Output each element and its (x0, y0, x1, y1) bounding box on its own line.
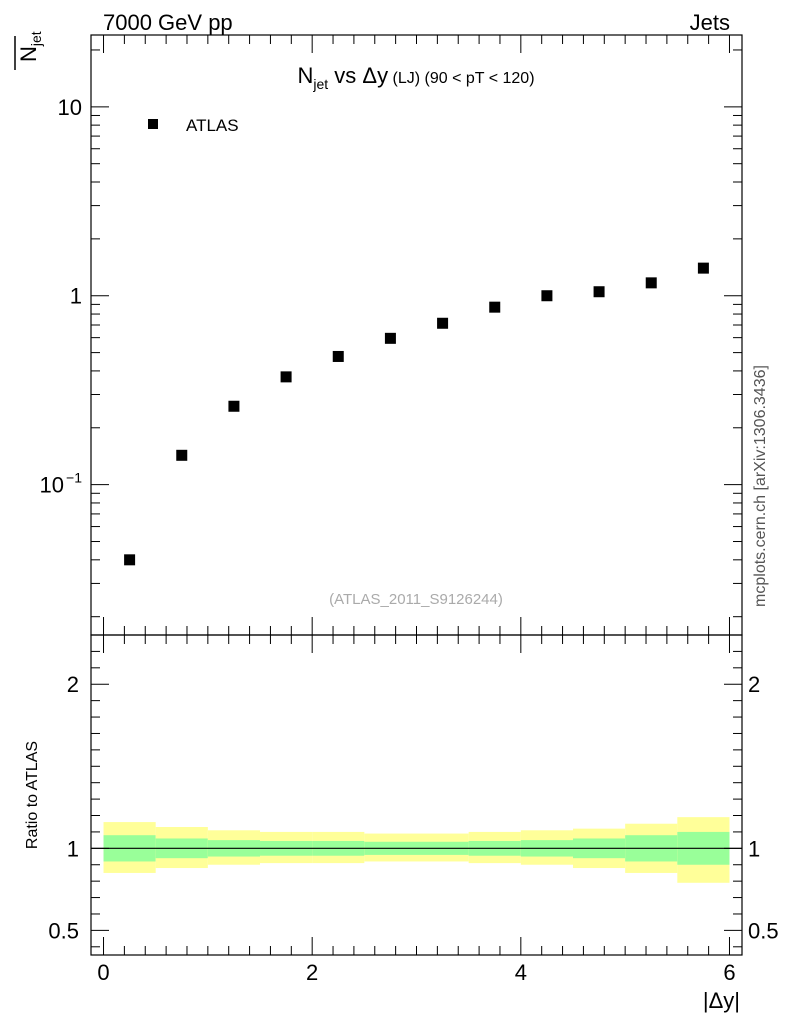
bottom-y-tick-label: 1 (67, 836, 79, 861)
bottom-panel-ticks: 0.5 0.5 1 1 2 2 0 2 4 6 (48, 635, 779, 985)
header-left: 7000 GeV pp (103, 10, 233, 35)
data-point (280, 371, 292, 383)
data-point (384, 332, 396, 344)
data-point (437, 317, 449, 329)
plot-title-cut: (90 < pT < 120) (420, 70, 534, 87)
top-ylabel: Njet (16, 31, 44, 62)
top-ylabel-main: N (16, 46, 41, 62)
top-ylabel-sub: jet (28, 31, 44, 47)
legend-label-atlas: ATLAS (186, 116, 239, 135)
plot-title-sub: jet (312, 76, 328, 92)
top-y-tick-label: 10 (58, 95, 82, 120)
bottom-y-tick-label-right: 0.5 (748, 918, 779, 943)
svg-text:Njet: Njet (16, 31, 44, 62)
data-point (541, 290, 553, 302)
data-point (228, 400, 240, 412)
analysis-watermark: (ATLAS_2011_S9126244) (329, 591, 503, 608)
ratio-bands (91, 817, 742, 883)
header-right: Jets (690, 10, 730, 35)
atlas-data-points (124, 262, 709, 566)
plot-title-main: N (297, 63, 313, 88)
bottom-y-tick-label: 2 (67, 672, 79, 697)
x-axis-label: |Δy| (703, 988, 740, 1013)
bottom-y-tick-label-right: 1 (748, 836, 760, 861)
side-label: mcplots.cern.ch [arXiv:1306.3436] (752, 365, 769, 607)
data-point (124, 554, 136, 566)
plot-title-vs: vs (328, 63, 362, 88)
x-tick-label: 6 (723, 960, 735, 985)
top-y-tick-label: 1 (70, 284, 82, 309)
bottom-y-tick-label-right: 2 (748, 672, 760, 697)
x-tick-label: 2 (306, 960, 318, 985)
legend-marker-atlas (148, 119, 158, 129)
top-y-tick-label: 10 (40, 473, 64, 498)
data-point (697, 262, 709, 274)
data-point (332, 350, 344, 362)
plot-title: Njet vs Δy (LJ) (90 < pT < 120) (297, 63, 534, 92)
bottom-ylabel: Ratio to ATLAS (24, 741, 41, 849)
bottom-y-tick-label: 0.5 (48, 918, 79, 943)
plot-title-tag: (LJ) (388, 70, 420, 87)
x-tick-label: 0 (97, 960, 109, 985)
top-y-tick-label-exponent: −1 (66, 470, 82, 486)
data-point (593, 286, 605, 298)
x-tick-label: 4 (515, 960, 527, 985)
bottom-panel-frame (90, 634, 743, 956)
plot-title-var: Δy (362, 63, 388, 88)
data-point (489, 301, 501, 313)
data-point (176, 449, 188, 461)
data-point (645, 277, 657, 289)
